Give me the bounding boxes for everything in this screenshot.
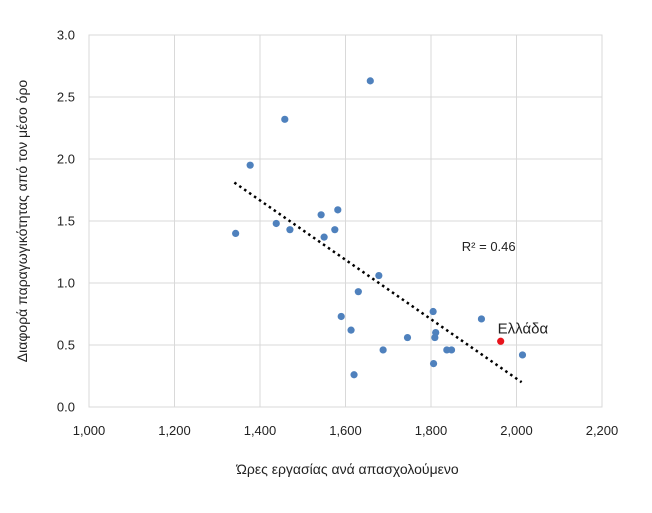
grid-lines [88, 34, 603, 408]
data-point [334, 206, 342, 214]
data-point [429, 360, 438, 368]
x-axis-title: Ώρες εργασίας ανά απασχολούμενο [235, 461, 459, 477]
data-point [379, 346, 387, 354]
data-point [447, 346, 456, 354]
data-point [347, 326, 355, 334]
x-tick-label: 2,200 [586, 423, 619, 438]
data-point [477, 315, 486, 323]
x-tick-label: 1,200 [158, 423, 191, 438]
x-tick-label: 1,600 [329, 423, 362, 438]
data-point [272, 219, 280, 228]
x-tick-labels: 1,000 1,200 1,400 1,600 1,800 2,000 2,200 [73, 423, 619, 438]
y-tick-label: 0.5 [57, 338, 75, 353]
data-point [354, 288, 362, 296]
data-point [429, 307, 437, 316]
x-tick-label: 1,800 [415, 423, 448, 438]
data-point [337, 312, 345, 321]
y-tick-label: 1.5 [57, 214, 75, 229]
data-point [317, 211, 325, 219]
plot-area [88, 34, 603, 408]
y-tick-label: 3.0 [57, 28, 75, 43]
highlight-label: Ελλάδα [498, 320, 549, 337]
trendline [233, 181, 523, 384]
r-squared-label: R² = 0.46 [462, 239, 516, 254]
x-tick-label: 1,000 [73, 423, 106, 438]
y-axis-title: Διαφορά παραγωγικότητας από τον μέσο όρο [14, 80, 30, 363]
y-tick-label: 2.5 [57, 90, 75, 105]
data-point [320, 233, 328, 241]
y-tick-label: 1.0 [57, 276, 75, 291]
y-tick-labels: 0.0 0.5 1.0 1.5 2.0 2.5 3.0 [57, 28, 75, 415]
data-point [366, 77, 374, 85]
highlight-point-greece [497, 337, 505, 345]
data-point [350, 371, 358, 379]
data-point [403, 333, 412, 342]
data-point [281, 115, 289, 123]
x-tick-label: 2,000 [500, 423, 533, 438]
data-point [375, 271, 383, 280]
y-tick-label: 0.0 [57, 400, 75, 415]
data-point [286, 226, 294, 234]
data-point [518, 351, 527, 359]
data-points [232, 77, 527, 379]
y-tick-label: 2.0 [57, 152, 75, 167]
x-tick-label: 1,400 [244, 423, 277, 438]
data-point [232, 229, 240, 237]
data-point [432, 329, 440, 337]
data-point [331, 226, 339, 234]
data-point [246, 161, 254, 169]
